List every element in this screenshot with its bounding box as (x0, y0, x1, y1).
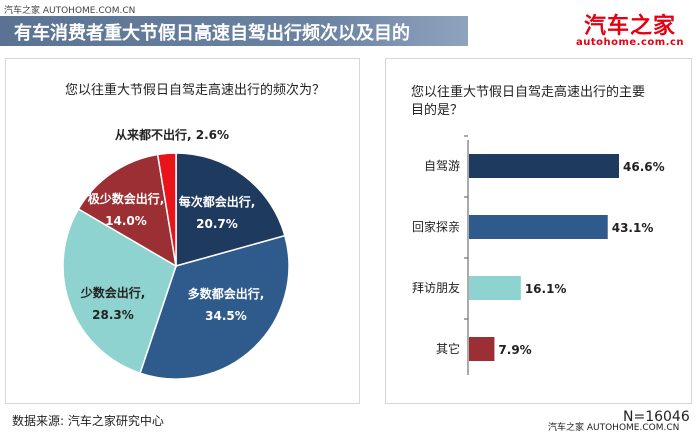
watermark-top: 汽车之家 AUTOHOME.COM.CN (4, 6, 136, 16)
bar-category-label: 回家探亲 (412, 219, 460, 234)
pie-label: 从来都不出行, 2.6% (115, 127, 229, 142)
sample-size: N=16046 (623, 409, 690, 425)
bar (469, 215, 608, 239)
logo-main-text: 汽车之家 (583, 14, 676, 39)
pie-label: 少数会出行, (80, 285, 146, 300)
pie-question-title: 您以往重大节假日自驾走高速出行的频次为？ (65, 83, 326, 98)
bar (469, 276, 521, 300)
pie-slice (77, 153, 177, 268)
bar (469, 337, 495, 361)
pie-label: 极少数会出行, (88, 191, 165, 206)
pie-label: 多数都会出行, (188, 286, 265, 301)
pie-value-label: 28.3% (92, 308, 134, 322)
bar-value-label: 7.9% (498, 343, 531, 357)
pie-value-label: 14.0% (105, 214, 147, 228)
bar-category-label: 拜访朋友 (412, 281, 460, 295)
pie-value-label: 34.5% (205, 309, 247, 323)
logo-sub-text: autohome.com.cn (575, 37, 685, 48)
data-source: 数据来源: 汽车之家研究中心 (12, 414, 164, 428)
bar-category-label: 自驾游 (424, 159, 460, 173)
bar-category-label: 其它 (436, 341, 460, 356)
bar (469, 154, 619, 178)
bar-value-label: 46.6% (623, 160, 665, 174)
pie-value-label: 20.7% (196, 217, 238, 231)
page-title: 有车消费者重大节假日高速自驾出行频次以及目的 (14, 23, 410, 44)
pie-slice (156, 152, 177, 267)
brand-logo: 汽车之家 autohome.com.cn (566, 8, 694, 48)
pie-slice (175, 152, 286, 267)
bar-value-label: 16.1% (525, 282, 567, 296)
pie-label: 每次都会出行, (179, 194, 256, 209)
pie-slice (139, 234, 290, 380)
watermark-bottom: 汽车之家 AUTOHOME.COM.CN (548, 423, 680, 433)
bar-value-label: 43.1% (612, 221, 654, 235)
title-banner: 有车消费者重大节假日高速自驾出行频次以及目的 (0, 16, 468, 46)
bar-question-title: 您以往重大节假日自驾走高速出行的主要目的是？ (411, 85, 646, 118)
